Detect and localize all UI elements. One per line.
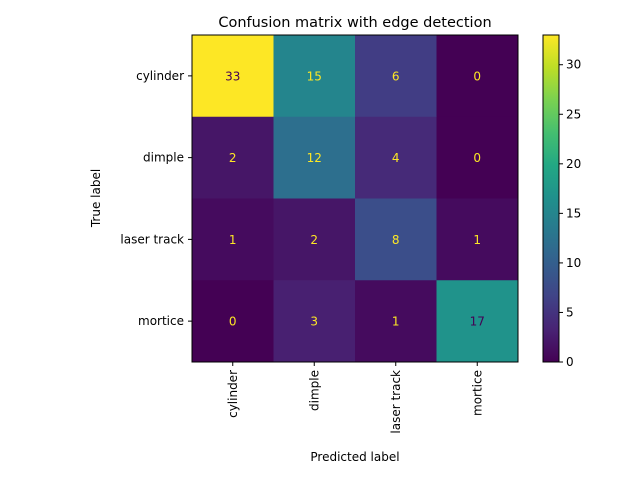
heatmap-cell [192,198,274,281]
heatmap-cell [273,35,356,118]
heatmap-cell [436,198,519,281]
x-axis-ticks: cylinder dimple laser track mortice [226,362,484,434]
heatmap-cell [273,116,356,199]
heatmap-cell-value: 15 [307,69,322,83]
heatmap-cell-value: 2 [229,151,237,165]
y-tick-label: laser track [120,232,184,246]
colorbar-tick-label: 30 [566,58,581,72]
heatmap-cell-value: 8 [392,233,400,247]
heatmap-cell-value: 6 [392,69,400,83]
heatmap-cell [436,116,519,199]
colorbar-tick-label: 25 [566,107,581,121]
heatmap-cell [355,35,437,118]
heatmap-cell [355,280,437,363]
heatmap-cell [436,280,519,363]
heatmap-cell [192,35,274,118]
y-tick-label: dimple [143,151,184,165]
colorbar-tick-label: 20 [566,157,581,171]
heatmap-cell [355,116,437,199]
colorbar-tick-label: 5 [566,305,574,319]
colorbar-tick-label: 0 [566,355,574,369]
heatmap-cell-value: 1 [392,315,400,329]
y-axis-label: True label [89,169,103,228]
heatmap-cells [192,35,519,363]
heatmap-cell-value: 2 [310,233,318,247]
colorbar [542,34,560,363]
heatmap-cell-value: 1 [473,233,481,247]
x-tick-label: laser track [389,370,403,434]
heatmap-cell-value: 3 [310,315,318,329]
x-axis-label: Predicted label [310,450,399,464]
y-tick-label: cylinder [136,69,184,83]
heatmap-cell-labels: 33 15 6 02 12 4 01 2 8 10 3 1 17 [225,69,485,328]
heatmap-cell [273,198,356,281]
heatmap-cell-value: 0 [473,69,481,83]
heatmap-cell [192,280,274,363]
x-tick-label: mortice [470,370,484,416]
axes-frame [191,34,519,363]
x-tick-label: cylinder [226,370,240,418]
heatmap-cell-value: 33 [225,69,240,83]
heatmap-cell-value: 0 [229,315,237,329]
x-tick-label: dimple [307,370,321,411]
colorbar-ticks: 0 5 10 15 20 25 30 [559,58,581,369]
heatmap-cell [273,280,356,363]
heatmap-cell-value: 17 [470,315,485,329]
colorbar-tick-label: 10 [566,256,581,270]
heatmap-cell-value: 0 [473,151,481,165]
heatmap-cell-value: 12 [307,151,322,165]
colorbar-tick-label: 15 [566,206,581,220]
heatmap-cell [436,35,519,118]
y-tick-label: mortice [138,314,184,328]
chart-title: Confusion matrix with edge detection [218,15,491,31]
y-axis-ticks: cylinder dimple laser track mortice [120,69,192,328]
heatmap-cell [192,116,274,199]
heatmap-cell [355,198,437,281]
heatmap-cell-value: 1 [229,233,237,247]
heatmap-cell-value: 4 [392,151,400,165]
